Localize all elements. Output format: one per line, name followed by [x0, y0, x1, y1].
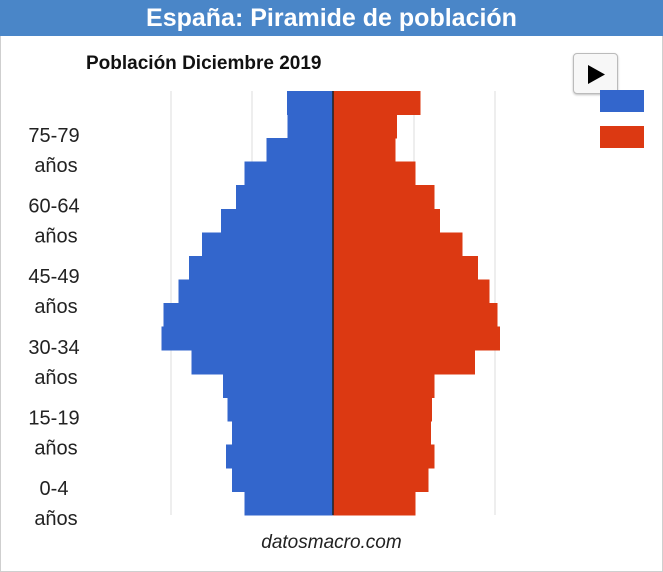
- bar-right-3[interactable]: [333, 420, 432, 445]
- bar-left-10[interactable]: [188, 255, 333, 281]
- bar-left-11[interactable]: [201, 232, 333, 257]
- y-tick-label-unit: años: [34, 367, 77, 389]
- y-tick-label: 0-4: [40, 478, 69, 500]
- bar-right-17[interactable]: [333, 91, 421, 116]
- play-button[interactable]: [573, 53, 618, 94]
- bar-left-7[interactable]: [161, 326, 333, 351]
- y-tick-label-unit: años: [34, 155, 77, 177]
- page-title-text: España: Piramide de población: [146, 3, 517, 32]
- bar-right-11[interactable]: [333, 232, 463, 257]
- bar-right-6[interactable]: [333, 350, 475, 375]
- legend-swatch-right-series: [600, 126, 644, 148]
- bar-left-4[interactable]: [227, 397, 333, 422]
- bar-right-5[interactable]: [333, 373, 435, 398]
- page-title: España: Piramide de población: [0, 0, 663, 36]
- legend-swatch-left-series: [600, 90, 644, 112]
- bar-left-16[interactable]: [287, 114, 333, 139]
- bar-left-0[interactable]: [244, 491, 333, 516]
- bar-right-2[interactable]: [333, 444, 435, 469]
- bar-left-1[interactable]: [231, 467, 333, 493]
- bar-right-12[interactable]: [333, 208, 440, 233]
- bar-left-3[interactable]: [231, 420, 333, 445]
- bar-right-16[interactable]: [333, 114, 397, 139]
- bar-right-13[interactable]: [333, 185, 435, 210]
- bar-right-0[interactable]: [333, 491, 416, 516]
- y-tick-label: 75-79: [28, 125, 79, 147]
- bar-left-6[interactable]: [191, 350, 333, 375]
- y-tick-label-unit: años: [34, 438, 77, 460]
- bar-right-8[interactable]: [333, 303, 498, 328]
- bar-left-5[interactable]: [222, 373, 333, 398]
- source-credit: datosmacro.com: [261, 532, 402, 553]
- bar-right-4[interactable]: [333, 397, 432, 422]
- y-tick-label: 45-49: [28, 266, 79, 288]
- bar-left-15[interactable]: [266, 138, 333, 163]
- bar-left-9[interactable]: [178, 279, 333, 304]
- bar-left-13[interactable]: [235, 185, 333, 210]
- bar-right-9[interactable]: [333, 279, 490, 304]
- bar-left-12[interactable]: [221, 208, 333, 233]
- bar-left-14[interactable]: [244, 161, 333, 186]
- y-tick-label: 30-34: [28, 337, 79, 359]
- bar-right-10[interactable]: [333, 255, 478, 281]
- bar-right-14[interactable]: [333, 161, 416, 186]
- chart-title: Población Diciembre 2019: [86, 53, 322, 74]
- y-tick-label-unit: años: [34, 226, 77, 248]
- y-tick-label: 15-19: [28, 408, 79, 430]
- bar-left-2[interactable]: [226, 444, 333, 469]
- bar-left-8[interactable]: [163, 303, 333, 328]
- play-icon: [588, 65, 605, 84]
- bar-right-7[interactable]: [333, 326, 500, 351]
- bar-left-17[interactable]: [286, 91, 333, 116]
- y-tick-label-unit: años: [34, 296, 77, 318]
- bar-right-15[interactable]: [333, 138, 396, 163]
- y-tick-label-unit: años: [34, 508, 77, 530]
- bar-right-1[interactable]: [333, 467, 429, 493]
- y-tick-label: 60-64: [28, 196, 79, 218]
